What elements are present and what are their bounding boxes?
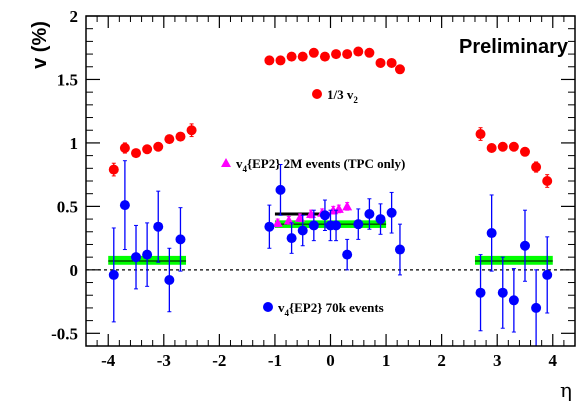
- data-point: [394, 64, 405, 75]
- data-point: [142, 249, 153, 260]
- x-tick-label: 4: [549, 351, 558, 370]
- legend-marker: [263, 302, 273, 312]
- legend-entry-0: 1/3 v2: [312, 87, 358, 105]
- x-axis-label: η: [560, 378, 572, 402]
- data-point: [275, 184, 286, 195]
- data-point: [331, 49, 342, 60]
- x-tick-label: 1: [382, 351, 391, 370]
- data-point: [333, 203, 344, 213]
- band-2: [474, 255, 553, 265]
- data-point: [319, 51, 330, 62]
- data-point: [286, 233, 297, 244]
- data-point: [475, 129, 486, 140]
- data-point: [286, 51, 297, 62]
- data-point: [342, 49, 353, 60]
- legend-entry-2: v4{EP2} 70k events: [263, 300, 384, 318]
- x-tick-label: 2: [437, 351, 446, 370]
- y-tick-label: -0.5: [51, 324, 78, 343]
- data-point: [175, 131, 186, 142]
- data-point: [353, 46, 364, 57]
- data-point: [394, 244, 405, 255]
- data-point: [119, 143, 130, 153]
- y-tick-label: 0: [70, 261, 79, 280]
- data-point: [364, 209, 375, 219]
- data-point: [275, 55, 286, 66]
- data-point: [164, 134, 175, 145]
- data-point: [297, 51, 308, 62]
- data-point: [308, 47, 319, 58]
- data-point: [497, 287, 508, 298]
- data-point: [486, 228, 497, 239]
- data-series: [108, 46, 553, 347]
- data-point: [375, 214, 386, 225]
- legend-marker: [312, 89, 322, 99]
- y-tick-label: 1.5: [57, 70, 78, 89]
- y-tick-label: 1: [70, 134, 79, 153]
- x-tick-label: -4: [101, 351, 116, 370]
- data-point: [131, 148, 142, 159]
- data-point: [497, 141, 508, 152]
- legend-entry-1: v4{EP2} 2M events (TPC only): [221, 156, 405, 174]
- data-point: [153, 221, 164, 232]
- data-point: [342, 201, 353, 211]
- legend-label: v4{EP2} 2M events (TPC only): [236, 156, 405, 174]
- y-tick-label: 2: [70, 7, 79, 26]
- data-point: [519, 240, 530, 251]
- data-point: [508, 295, 519, 306]
- y-axis-label: v (%): [29, 21, 51, 69]
- data-point: [283, 215, 294, 225]
- data-point: [353, 219, 364, 230]
- data-point: [531, 302, 542, 313]
- data-point: [108, 164, 119, 175]
- data-point: [297, 225, 308, 236]
- data-point: [331, 220, 342, 231]
- data-point: [272, 217, 283, 227]
- data-point: [386, 207, 397, 218]
- legend-marker: [221, 158, 231, 167]
- data-point: [342, 249, 353, 260]
- x-tick-label: -1: [268, 351, 282, 370]
- axis-ticks: -4 -3 -2 -1 0 1 2 3 4 -0.5 0 0.5 1 1.5 2: [51, 7, 576, 370]
- legend-label: 1/3 v2: [327, 87, 358, 105]
- annotation-preliminary: Preliminary: [459, 36, 569, 58]
- y-tick-label: 0.5: [57, 197, 78, 216]
- data-point: [264, 55, 275, 66]
- data-point: [186, 125, 197, 136]
- data-point: [475, 287, 486, 298]
- data-point: [542, 176, 553, 186]
- data-point: [164, 275, 175, 285]
- legend-label: v4{EP2} 70k events: [278, 300, 384, 318]
- data-point: [542, 269, 553, 280]
- data-point: [142, 144, 153, 155]
- series-2: [108, 160, 553, 347]
- data-point: [486, 143, 497, 153]
- data-point: [153, 141, 164, 152]
- data-point: [386, 57, 397, 68]
- data-point: [375, 57, 386, 68]
- data-point: [119, 200, 130, 211]
- data-point: [108, 269, 119, 280]
- data-point: [319, 210, 330, 221]
- data-point: [264, 221, 275, 232]
- series-0: [108, 46, 553, 188]
- x-tick-label: -3: [157, 351, 171, 370]
- data-point: [308, 220, 319, 231]
- data-point: [531, 162, 542, 173]
- data-point: [131, 252, 142, 263]
- legends: 1/3 v2 v4{EP2} 2M events (TPC only) v4{EP2…: [221, 87, 405, 318]
- x-tick-label: 3: [493, 351, 502, 370]
- data-point: [175, 234, 186, 245]
- data-point: [508, 141, 519, 152]
- data-point: [364, 47, 375, 58]
- x-tick-label: 0: [326, 351, 335, 370]
- x-tick-label: -2: [212, 351, 226, 370]
- data-point: [519, 146, 530, 157]
